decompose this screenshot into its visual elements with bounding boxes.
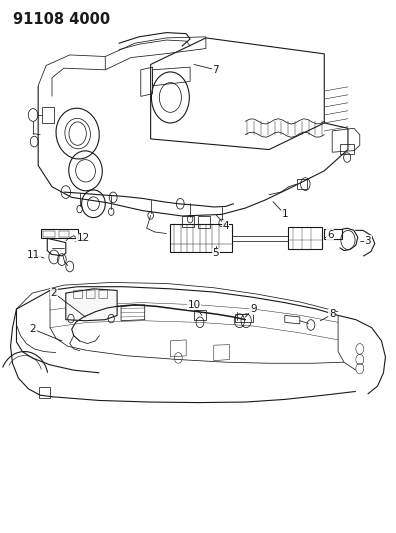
Text: 11: 11	[27, 250, 40, 260]
Bar	[43, 231, 55, 237]
Bar	[39, 386, 50, 398]
Bar	[170, 224, 232, 252]
Bar	[59, 231, 69, 237]
Bar	[288, 227, 322, 249]
Text: 9: 9	[250, 304, 257, 314]
Text: 1: 1	[282, 209, 288, 220]
Text: 2: 2	[30, 324, 36, 334]
Text: 12: 12	[77, 233, 90, 244]
Text: 10: 10	[187, 300, 201, 310]
Text: 2: 2	[51, 288, 57, 298]
Text: 7: 7	[212, 65, 219, 75]
Text: 5: 5	[212, 248, 219, 258]
Polygon shape	[66, 289, 117, 321]
Text: 91108 4000: 91108 4000	[13, 12, 110, 27]
Text: 3: 3	[364, 236, 371, 246]
Text: 4: 4	[222, 221, 229, 231]
Text: 8: 8	[329, 309, 335, 319]
Text: 6: 6	[327, 230, 333, 240]
